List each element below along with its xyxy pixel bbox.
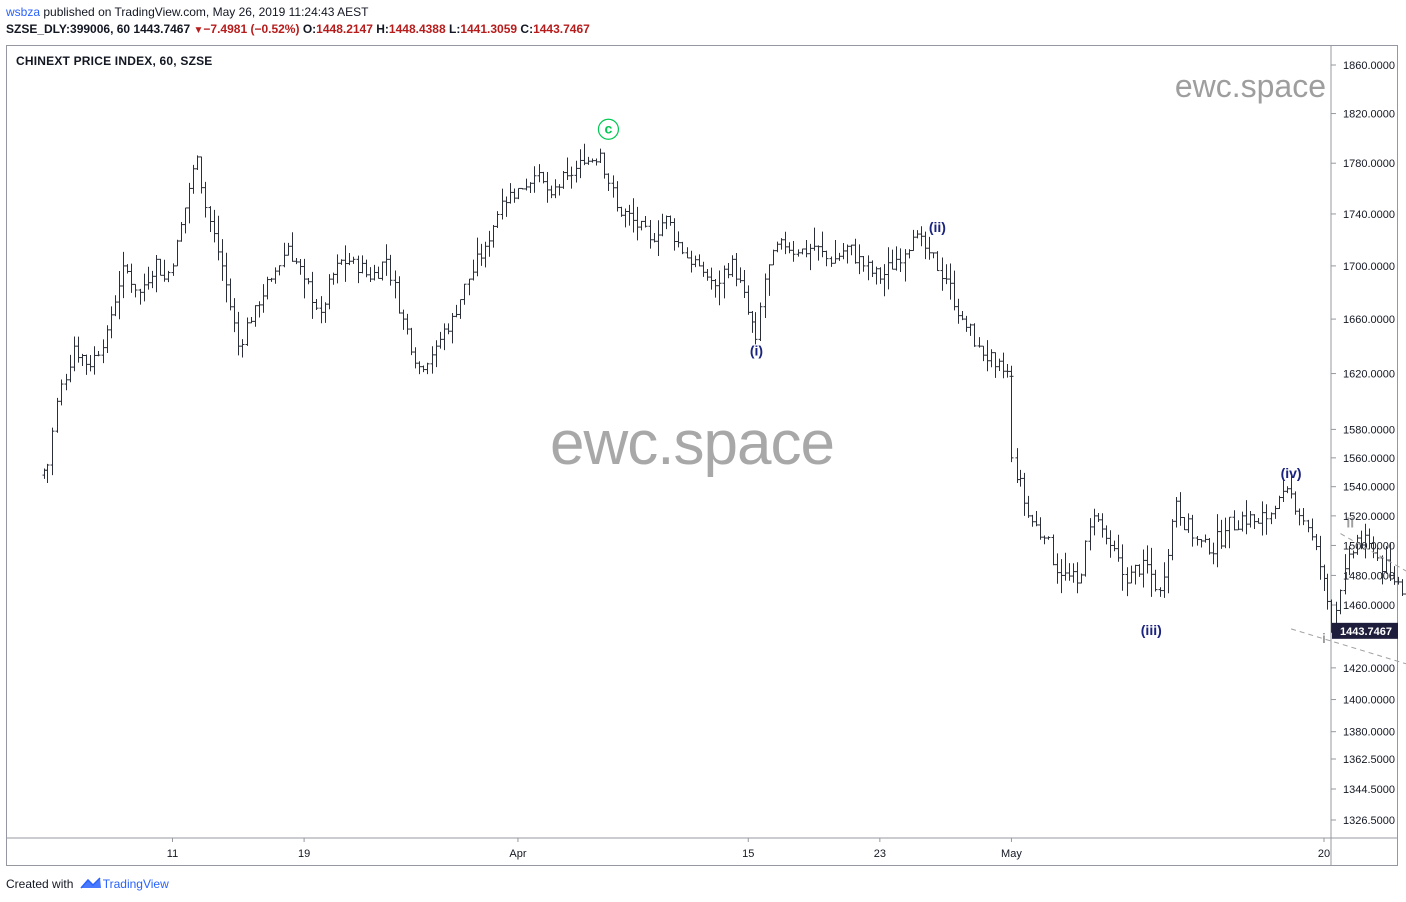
time-axis-label: 23 xyxy=(874,848,886,860)
symbol-ticker: SZSE_DLY:399006, 60 xyxy=(6,22,131,36)
price-axis-label: 1540.0000 xyxy=(1343,482,1395,494)
last-price-tag-label: 1443.7467 xyxy=(1340,626,1392,638)
price-axis-label: 1420.0000 xyxy=(1343,663,1395,675)
price-axis-label: 1700.0000 xyxy=(1343,261,1395,273)
down-arrow-icon: ▼ xyxy=(193,25,204,36)
high-label: H: xyxy=(376,22,389,36)
price-axis-label: 1860.0000 xyxy=(1343,60,1395,72)
time-axis-label: 15 xyxy=(742,848,754,860)
price-axis-label: 1380.0000 xyxy=(1343,727,1395,739)
wave-label: (ii) xyxy=(929,219,946,235)
open-value: 1448.2147 xyxy=(316,22,373,36)
wave-label: (iii) xyxy=(1141,622,1162,638)
watermark-large: ewc.space xyxy=(550,409,835,478)
tradingview-logo-icon[interactable] xyxy=(80,877,102,892)
price-axis-label: 1660.0000 xyxy=(1343,314,1395,326)
footer: Created with TradingView xyxy=(6,877,169,892)
symbol-legend: SZSE_DLY:399006, 60 1443.7467 ▼−7.4981 (… xyxy=(6,22,590,36)
wave-label-circle-icon xyxy=(597,118,620,140)
price-axis-label: 1344.5000 xyxy=(1343,784,1395,796)
price-change: −7.4981 (−0.52%) xyxy=(203,22,300,36)
price-axis-label: 1580.0000 xyxy=(1343,424,1395,436)
price-axis-label: 1460.0000 xyxy=(1343,600,1395,612)
last-price-tag xyxy=(1332,622,1398,639)
low-label: L: xyxy=(449,22,461,36)
price-axis-label: 1520.0000 xyxy=(1343,511,1395,523)
time-axis-label: 11 xyxy=(167,848,178,860)
footer-tradingview-link[interactable]: TradingView xyxy=(102,877,169,891)
last-price: 1443.7467 xyxy=(133,22,191,36)
time-axis-label: 19 xyxy=(298,848,310,860)
high-value: 1448.4388 xyxy=(388,22,446,36)
time-axis-label: Apr xyxy=(509,848,526,860)
pane-title: CHINEXT PRICE INDEX, 60, SZSE xyxy=(16,54,213,68)
close-value: 1443.7467 xyxy=(533,22,590,36)
low-value: 1441.3059 xyxy=(460,22,518,36)
price-axis-label: 1400.0000 xyxy=(1343,695,1395,707)
wave-label: i xyxy=(1322,630,1326,646)
price-axis-label: 1560.0000 xyxy=(1343,453,1395,465)
wave-label: ii xyxy=(1346,515,1354,531)
open-label: O: xyxy=(302,22,317,36)
price-axis-label: 1326.5000 xyxy=(1343,815,1395,827)
price-axis-label: 1620.0000 xyxy=(1343,369,1395,381)
footer-created-text: Created with xyxy=(6,877,74,891)
publisher-text: published on TradingView.com, May 26, 20… xyxy=(43,5,369,19)
price-axis-label: 1820.0000 xyxy=(1343,109,1395,121)
publisher-username[interactable]: wsbza xyxy=(6,5,41,19)
wave-label: (i) xyxy=(750,343,763,359)
chart-frame xyxy=(6,45,1398,866)
price-axis-label: 1740.0000 xyxy=(1343,209,1395,221)
wave-label: (iv) xyxy=(1281,465,1302,481)
time-axis-label: May xyxy=(1001,848,1022,860)
price-axis-label: 1480.0000 xyxy=(1343,570,1395,582)
publisher-line: wsbza published on TradingView.com, May … xyxy=(6,5,368,19)
watermark-small: ewc.space xyxy=(1174,68,1326,104)
close-label: C: xyxy=(520,22,534,36)
price-axis-label: 1780.0000 xyxy=(1343,158,1395,170)
time-axis-label: 20 xyxy=(1318,848,1330,860)
wave-label: c xyxy=(605,120,613,136)
price-axis-label: 1362.5000 xyxy=(1343,754,1395,766)
